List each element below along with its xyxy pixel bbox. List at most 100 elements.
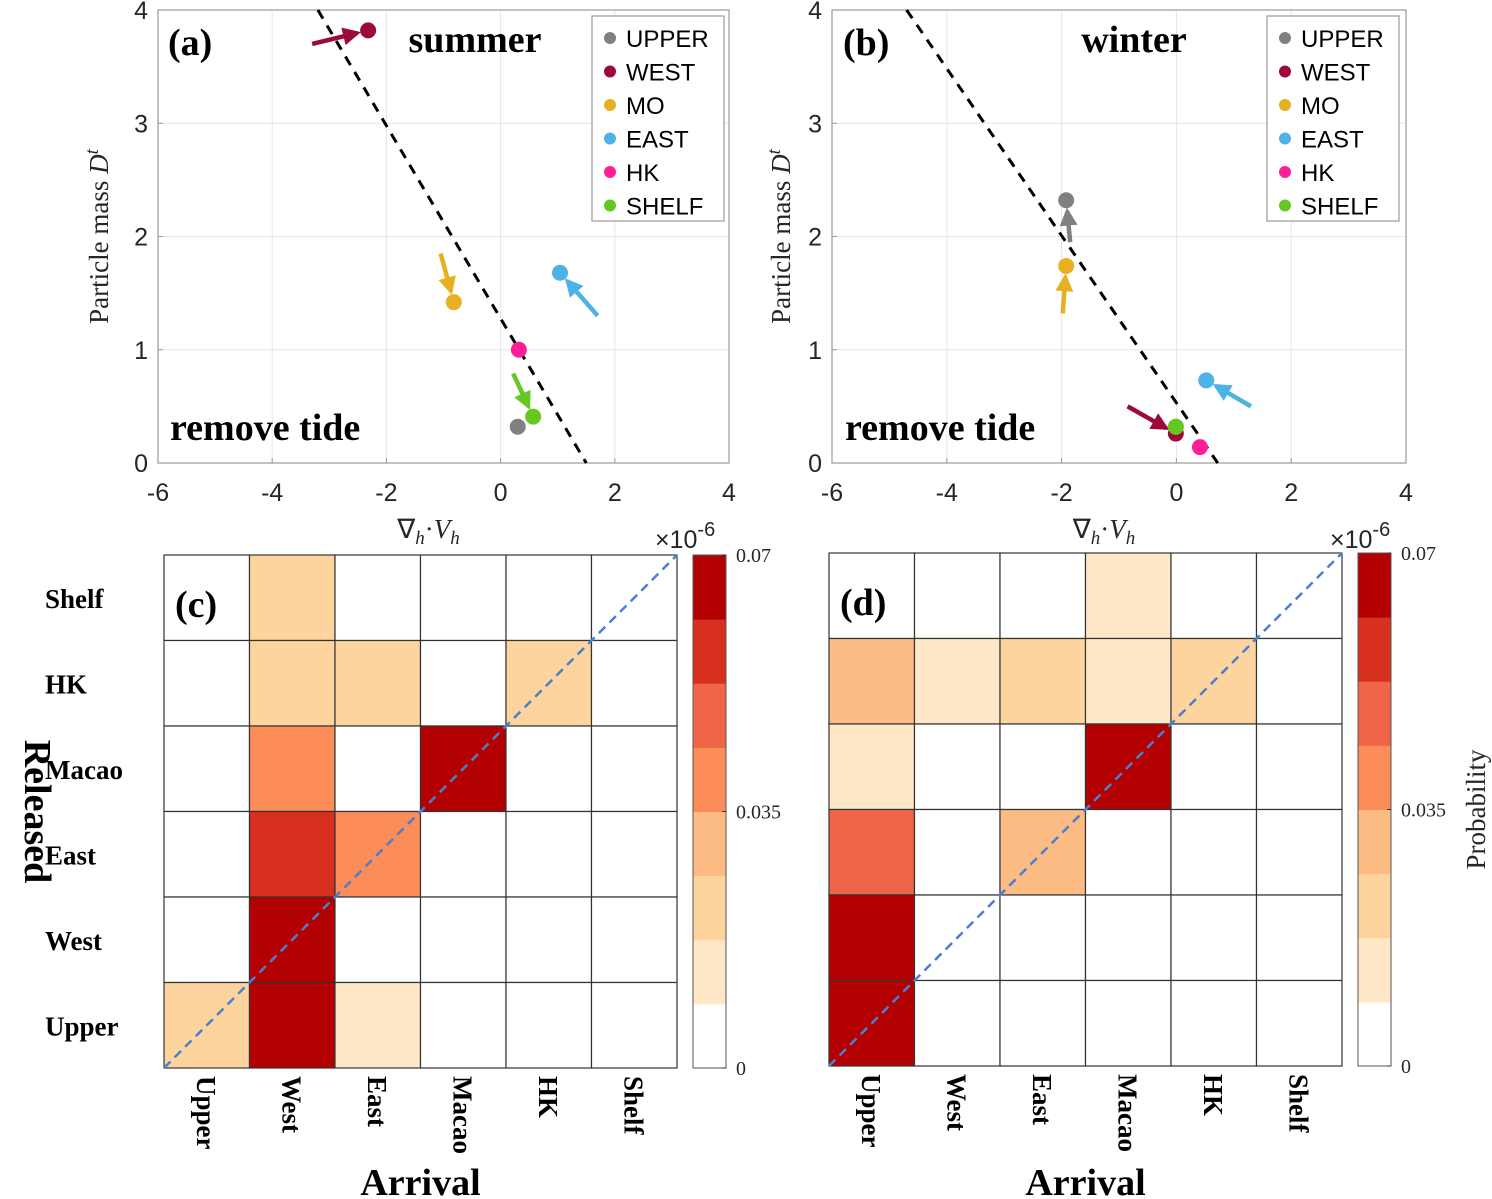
- cell-upper-shelf: [590, 981, 678, 1069]
- cell-west-macao: [419, 896, 507, 984]
- y-tick-label: 4: [808, 0, 822, 25]
- legend-marker-hk: [604, 166, 616, 178]
- colorbar-level-1: [693, 939, 726, 1005]
- x-tick-label: -6: [147, 479, 169, 507]
- cell-east-shelf: [1255, 808, 1343, 896]
- x-tick-label: 4: [722, 479, 736, 507]
- cell-east-hk: [505, 810, 593, 898]
- legend-box: [591, 15, 725, 222]
- col-label-upper: Upper: [191, 1076, 221, 1150]
- heatmap-panel-c: Shelf HK Macao East West Upper Released Upper We…: [16, 545, 781, 1199]
- colorbar: 0 0.035 0.07: [692, 545, 781, 1080]
- colorbar-tick-label: 0: [1401, 1056, 1411, 1078]
- cell-upper-hk: [505, 981, 593, 1069]
- cell-shelf-macao: [1084, 552, 1172, 640]
- cell-upper-macao: [419, 981, 507, 1069]
- legend-label-upper: UPPER: [626, 26, 709, 53]
- heatmap-panel-d: Upper West East Macao HK Shelf Arrival (d) 0 0.03…: [828, 543, 1491, 1199]
- legend-label-hk: HK: [1301, 160, 1334, 187]
- point-upper: [1058, 192, 1075, 209]
- legend-marker-upper: [604, 32, 616, 44]
- legend-box: [1266, 15, 1400, 222]
- colorbar-level-3: [693, 811, 726, 877]
- colorbar-level-5: [693, 683, 726, 748]
- legend-marker-shelf: [1279, 199, 1291, 212]
- colorbar-level-6: [1358, 617, 1391, 682]
- legend-label-west: WEST: [1301, 60, 1371, 87]
- x-tick-label: 2: [1284, 479, 1298, 507]
- legend-label-hk: HK: [626, 160, 659, 187]
- colorbar-tick-label: 0: [736, 1058, 746, 1080]
- cell-hk-west: [913, 637, 1001, 725]
- colorbar-level-7: [1358, 553, 1391, 618]
- legend-marker-west: [604, 65, 616, 78]
- y-tick-label: 2: [134, 224, 148, 252]
- cell-upper-hk: [1170, 979, 1258, 1067]
- cell-upper-west: [248, 981, 336, 1069]
- cell-west-shelf: [590, 896, 678, 984]
- diagonal-line: [163, 554, 678, 1069]
- x-tick-label: -4: [261, 479, 283, 507]
- annotation-remove-tide: remove tide: [170, 407, 360, 449]
- diagonal-line: [828, 552, 1343, 1067]
- cell-west-hk: [1170, 894, 1258, 982]
- colorbar-level-4: [693, 747, 726, 812]
- cell-macao-east: [334, 725, 422, 813]
- cell-west-hk: [505, 896, 593, 984]
- legend-marker-shelf: [604, 199, 616, 212]
- legend-marker-west: [1279, 65, 1291, 78]
- row-label-macao: Macao: [45, 755, 123, 785]
- y-axis-label: Particle mass Dt: [764, 148, 796, 323]
- row-label-shelf: Shelf: [45, 584, 105, 614]
- arrow-west: [1126, 404, 1170, 431]
- legend-label-mo: MO: [626, 93, 665, 120]
- legend-label-shelf: SHELF: [626, 194, 703, 221]
- point-east: [1198, 372, 1215, 389]
- cell-west-east: [334, 896, 422, 984]
- scatter-panel-a: -6 -4 -2 0 2 4 0 1 2 3 4 ∇h·Vh ×10-6 Particle mass Dt…: [82, 0, 736, 554]
- cell-upper-macao: [1084, 979, 1172, 1067]
- arrow-east: [1212, 383, 1253, 409]
- panel-label: (a): [168, 22, 212, 64]
- cell-shelf-east: [999, 552, 1087, 640]
- x-tick-label: 2: [608, 479, 622, 507]
- y-tick-label: 1: [134, 337, 148, 365]
- x-tick-label: -2: [375, 479, 397, 507]
- col-label-hk: HK: [533, 1076, 563, 1118]
- colorbar-tick-label: 0.035: [736, 802, 781, 824]
- panel-label: (b): [843, 22, 889, 64]
- cell-shelf-east: [334, 554, 422, 642]
- y-tick-label: 1: [808, 337, 822, 365]
- col-label-hk: HK: [1198, 1074, 1228, 1116]
- cell-shelf-hk: [505, 554, 593, 642]
- cell-macao-shelf: [1255, 723, 1343, 811]
- colorbar-level-5: [1358, 681, 1391, 746]
- cell-west-upper: [163, 896, 251, 984]
- point-shelf: [525, 408, 542, 425]
- y-tick-label: 0: [808, 450, 822, 478]
- arrow-upper: [1059, 207, 1078, 243]
- col-label-macao: Macao: [1112, 1074, 1142, 1152]
- arrow-east: [564, 278, 600, 318]
- cell-east-west: [248, 810, 336, 898]
- colorbar-level-2: [693, 875, 726, 941]
- y-tick-label: 3: [808, 110, 822, 138]
- row-label-east: East: [45, 840, 96, 870]
- cell-macao-west: [248, 725, 336, 813]
- row-label-hk: HK: [45, 669, 87, 699]
- col-label-shelf: Shelf: [618, 1076, 648, 1136]
- legend-marker-hk: [1279, 166, 1291, 178]
- cell-hk-west: [248, 639, 336, 727]
- legend-marker-mo: [604, 99, 616, 111]
- cell-upper-east: [334, 981, 422, 1069]
- x-axis-label-arrival: Arrival: [1025, 1162, 1145, 1199]
- cell-hk-east: [999, 637, 1087, 725]
- x-tick-label: -2: [1050, 479, 1072, 507]
- legend-label-east: EAST: [626, 127, 689, 154]
- fit-line: [905, 9, 1219, 464]
- cell-west-upper: [828, 894, 916, 982]
- cell-hk-shelf: [590, 639, 678, 727]
- x-tick-label: -4: [936, 479, 958, 507]
- colorbar-tick-label: 0.035: [1401, 800, 1446, 822]
